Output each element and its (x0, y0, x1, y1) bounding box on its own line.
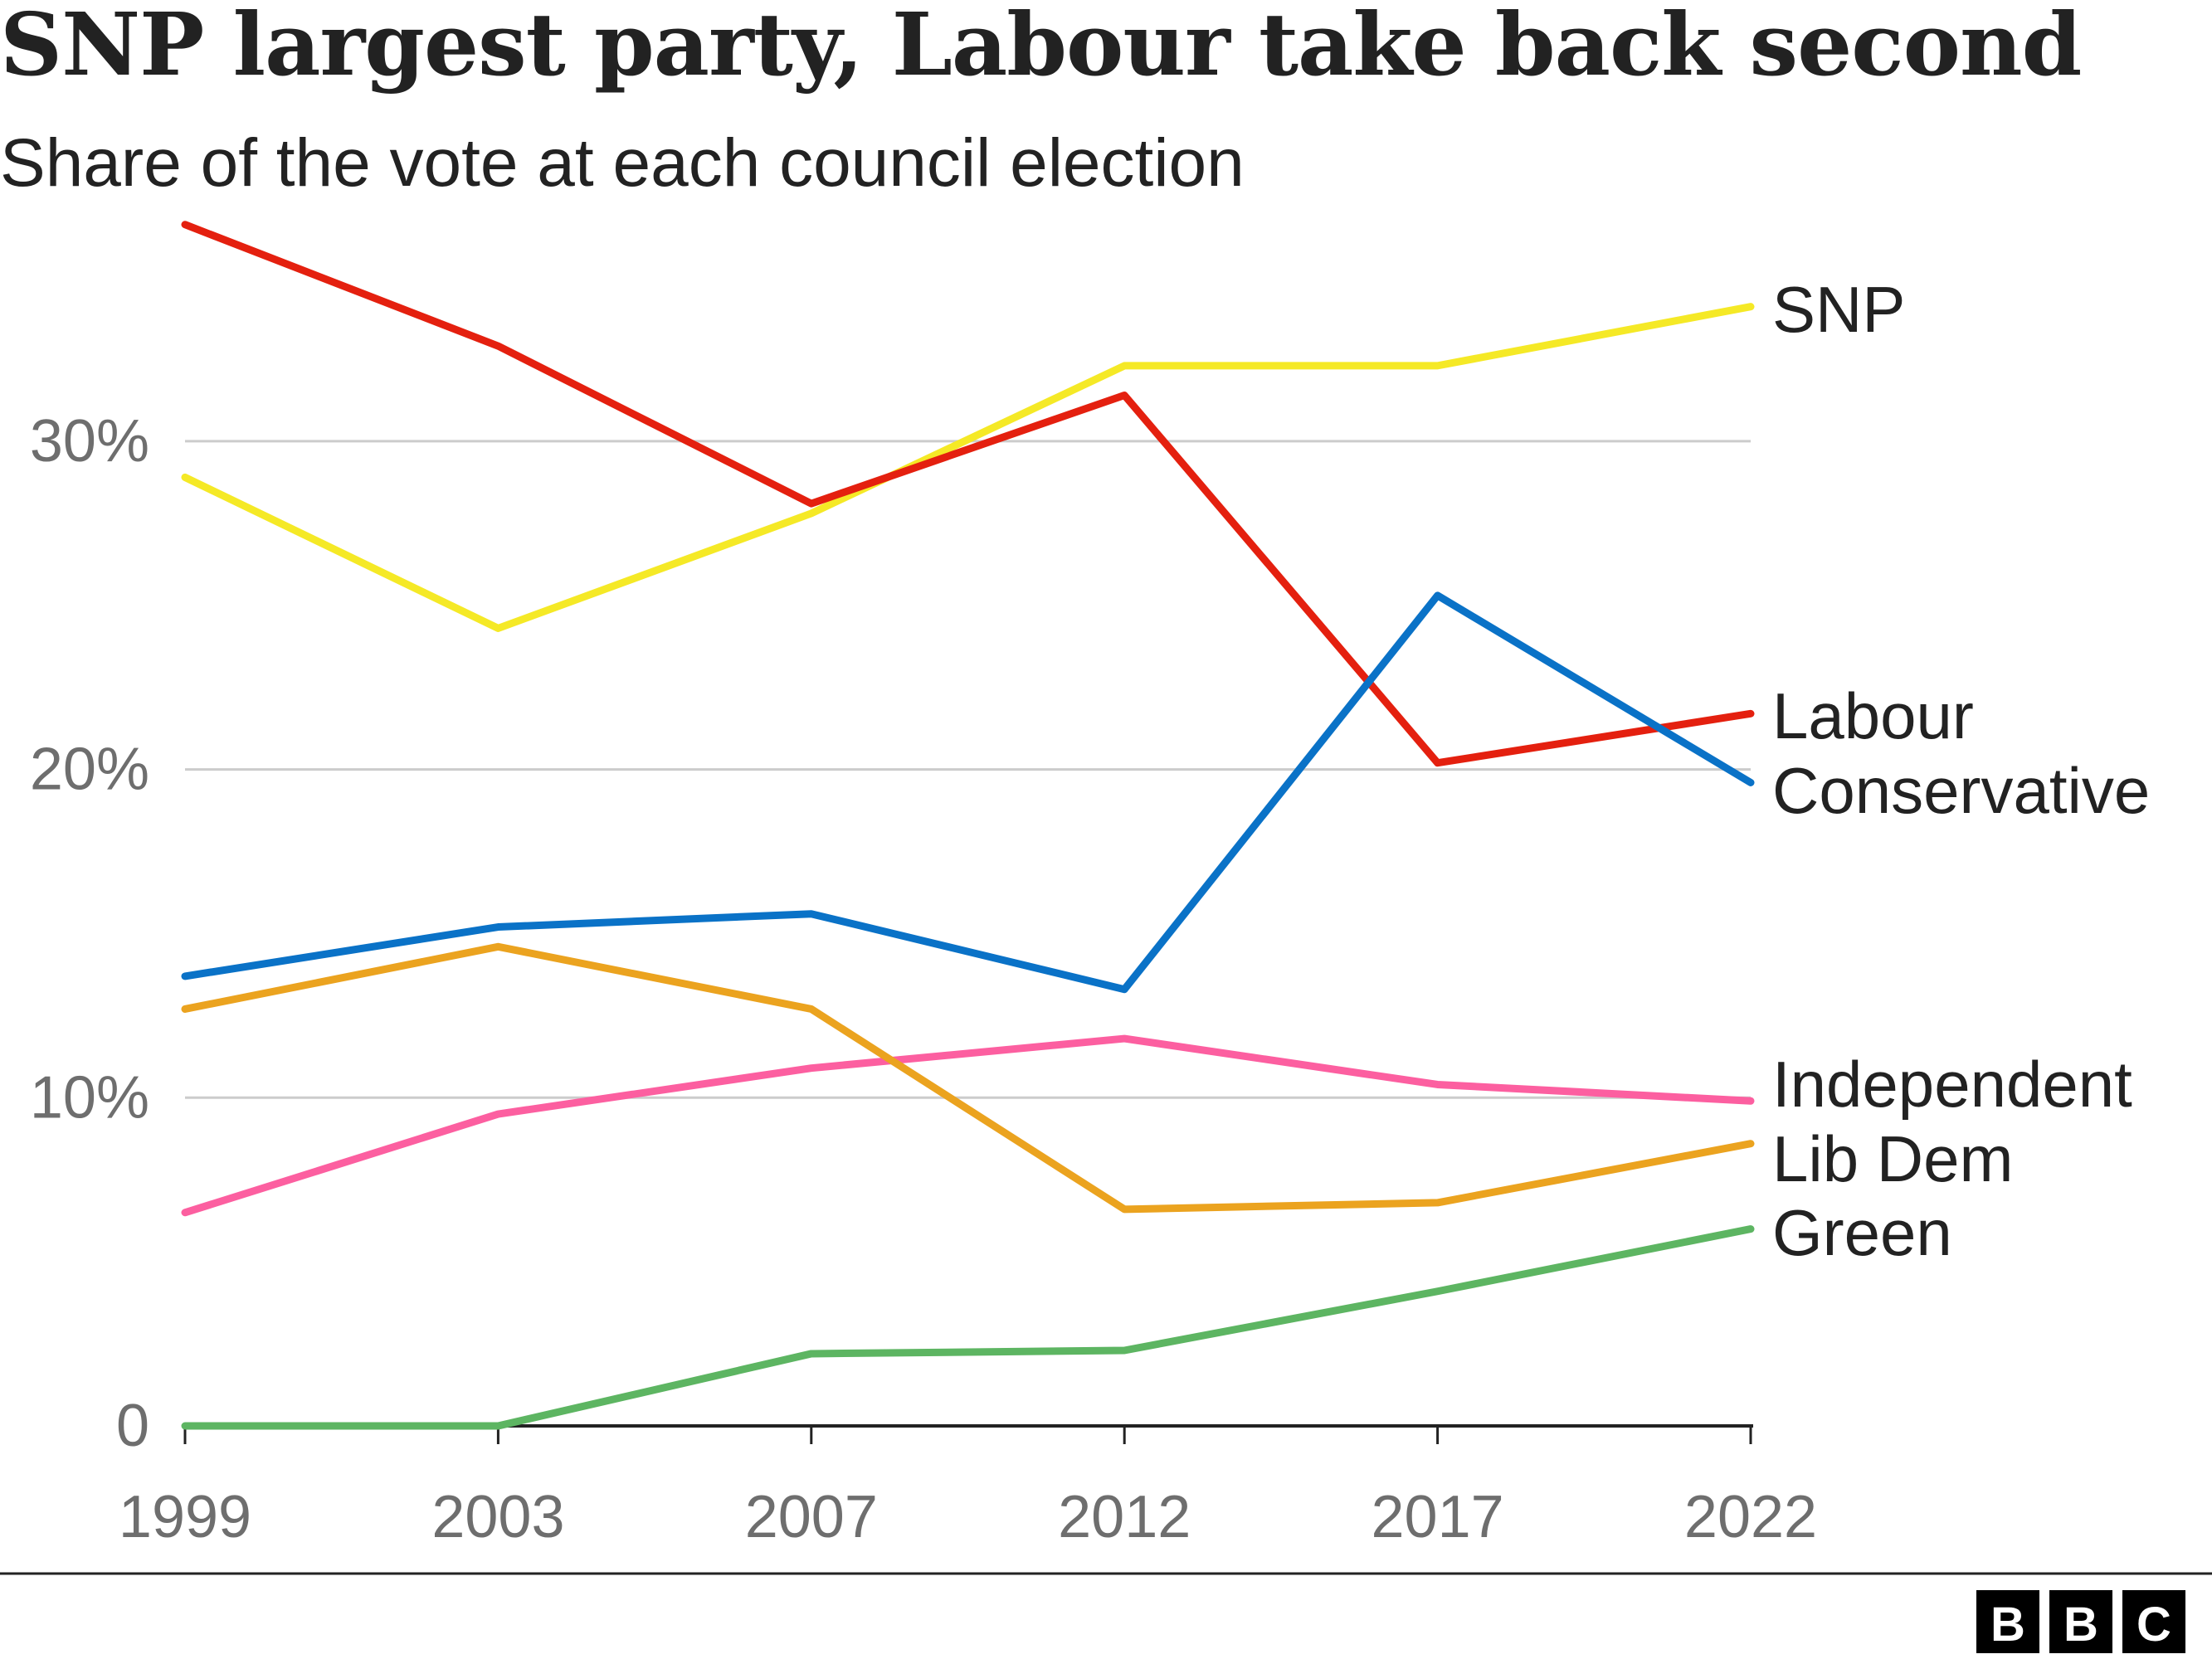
x-tick-label: 1999 (119, 1484, 251, 1550)
series-line-independent (181, 1034, 1755, 1217)
y-tick-label: 10% (30, 1064, 149, 1131)
series-line-lib-dem (181, 942, 1755, 1214)
y-tick-label: 30% (30, 408, 149, 474)
series-label: Lib Dem (1772, 1122, 2013, 1195)
x-tick-label: 2007 (745, 1484, 878, 1550)
bbc-logo-letter: B (1990, 1598, 2025, 1652)
series-line-snp (181, 303, 1755, 632)
bbc-logo-block (2122, 1590, 2185, 1653)
series-label: SNP (1772, 273, 1905, 346)
series-label: Conservative (1772, 754, 2150, 827)
y-tick-label: 20% (30, 737, 149, 803)
x-tick-label: 2003 (431, 1484, 564, 1550)
y-tick-label: 0 (116, 1393, 149, 1459)
bbc-logo-block (2049, 1590, 2112, 1653)
series-line-conservative (181, 591, 1755, 994)
x-tick-label: 2017 (1372, 1484, 1504, 1550)
bbc-logo-block (1976, 1590, 2039, 1653)
series-label: Green (1772, 1196, 1952, 1269)
bbc-logo-letter: B (2063, 1598, 2098, 1652)
chart-title: SNP largest party, Labour take back seco… (0, 0, 2082, 95)
chart-subtitle: Share of the vote at each council electi… (0, 125, 1245, 201)
series-line-green (181, 1225, 1755, 1430)
series-label: Independent (1772, 1048, 2132, 1121)
x-tick-label: 2012 (1058, 1484, 1191, 1550)
bbc-logo-letter: C (2136, 1598, 2171, 1652)
series-line-labour (181, 221, 1755, 767)
series-label: Labour (1772, 679, 1974, 752)
x-tick-label: 2022 (1684, 1484, 1817, 1550)
